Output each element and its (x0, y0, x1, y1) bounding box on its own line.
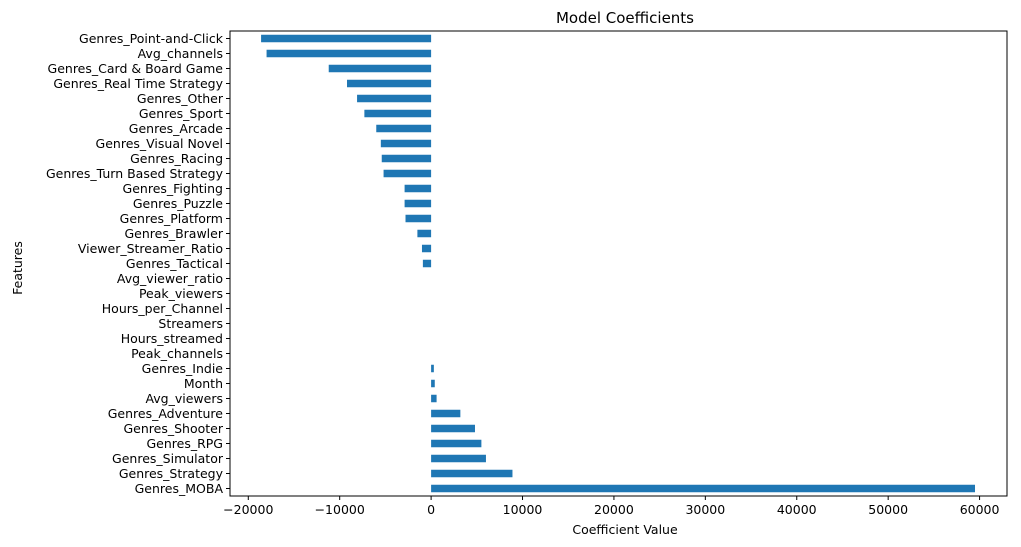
y-tick-label: Genres_Strategy (119, 466, 224, 481)
bar-genres-other (357, 94, 432, 103)
y-tick-label: Genres_Racing (130, 151, 223, 166)
bar-avg-viewers (431, 394, 437, 403)
x-axis-title: Coefficient Value (572, 522, 678, 537)
bar-genres-shooter (431, 424, 475, 433)
y-tick-label: Genres_Real Time Strategy (53, 76, 223, 91)
y-ticks-group: Genres_Point-and-ClickAvg_channelsGenres… (46, 31, 230, 496)
plot-frame (229, 30, 1008, 497)
y-tick-label: Genres_Turn Based Strategy (46, 166, 224, 181)
y-tick-label: Genres_Other (137, 91, 224, 106)
y-tick-label: Genres_Point-and-Click (79, 31, 224, 46)
bar-genres-turn-based-strategy (383, 169, 432, 178)
y-tick-label: Genres_Simulator (112, 451, 224, 466)
bar-genres-adventure (431, 409, 461, 418)
chart-title: Model Coefficients (556, 9, 694, 27)
bar-genres-brawler (417, 229, 432, 238)
x-tick-label: −10000 (315, 502, 365, 517)
bar-month (431, 379, 435, 388)
bar-genres-card-board-game (328, 64, 432, 73)
x-tick-label: 0 (427, 502, 435, 517)
x-tick-label: 40000 (777, 502, 817, 517)
bar-genres-strategy (431, 469, 513, 478)
y-tick-label: Genres_Visual Novel (96, 136, 223, 151)
y-tick-label: Month (184, 376, 223, 391)
bar-genres-indie (431, 364, 434, 373)
x-tick-label: 60000 (960, 502, 1000, 517)
bar-genres-visual-novel (380, 139, 432, 148)
y-tick-label: Peak_viewers (139, 286, 223, 301)
y-tick-label: Genres_Tactical (126, 256, 223, 271)
bar-genres-rpg (431, 439, 482, 448)
bar-genres-simulator (431, 454, 486, 463)
y-tick-label: Genres_Brawler (124, 226, 223, 241)
y-tick-label: Genres_Puzzle (133, 196, 223, 211)
y-tick-label: Avg_viewers (145, 391, 223, 406)
x-tick-label: 20000 (594, 502, 634, 517)
y-tick-label: Genres_Fighting (123, 181, 223, 196)
bar-genres-moba (431, 484, 976, 493)
y-tick-label: Viewer_Streamer_Ratio (78, 241, 223, 256)
y-tick-label: Avg_channels (138, 46, 223, 61)
y-tick-label: Genres_MOBA (135, 481, 224, 496)
bar-genres-arcade (376, 124, 432, 133)
bar-genres-sport (364, 109, 432, 118)
y-tick-label: Genres_RPG (146, 436, 223, 451)
y-tick-label: Genres_Card & Board Game (48, 61, 224, 76)
y-tick-label: Avg_viewer_ratio (117, 271, 223, 286)
bar-viewer-streamer-ratio (421, 244, 432, 253)
y-axis-title: Features (10, 241, 25, 295)
bar-genres-puzzle (404, 199, 432, 208)
bar-avg-channels (266, 49, 432, 58)
bar-genres-point-and-click (261, 34, 432, 43)
y-tick-label: Genres_Indie (142, 361, 224, 376)
x-tick-label: −20000 (223, 502, 273, 517)
y-tick-label: Streamers (158, 316, 223, 331)
y-tick-label: Hours_per_Channel (102, 301, 223, 316)
bar-genres-platform (405, 214, 432, 223)
bars-group (261, 34, 976, 493)
y-tick-label: Hours_streamed (121, 331, 223, 346)
x-tick-label: 30000 (685, 502, 725, 517)
y-tick-label: Genres_Platform (120, 211, 223, 226)
bar-genres-real-time-strategy (347, 79, 432, 88)
x-tick-label: 50000 (868, 502, 908, 517)
x-tick-label: 10000 (503, 502, 543, 517)
bar-genres-racing (381, 154, 432, 163)
y-tick-label: Genres_Adventure (108, 406, 224, 421)
y-tick-label: Genres_Sport (139, 106, 223, 121)
bar-genres-tactical (422, 259, 432, 268)
x-ticks-group: −20000 −10000 0 10000 20000 30000 40000 50000 60… (223, 496, 1000, 517)
y-tick-label: Genres_Shooter (124, 421, 224, 436)
bar-genres-fighting (404, 184, 432, 193)
y-tick-label: Peak_channels (131, 346, 223, 361)
y-tick-label: Genres_Arcade (129, 121, 223, 136)
